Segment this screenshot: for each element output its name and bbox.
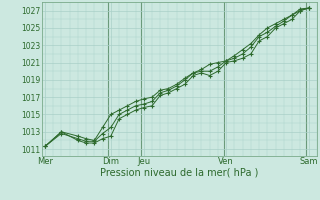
X-axis label: Pression niveau de la mer( hPa ): Pression niveau de la mer( hPa ) [100,168,258,178]
